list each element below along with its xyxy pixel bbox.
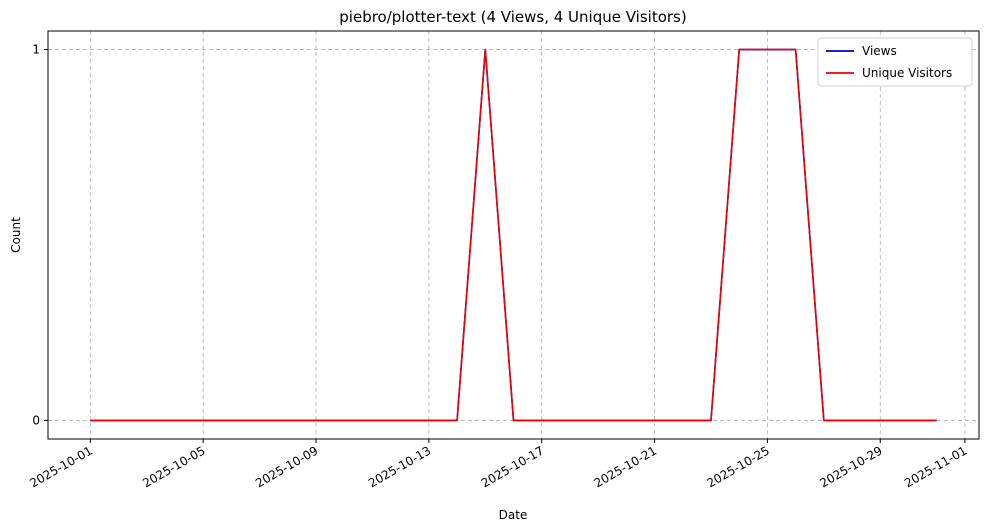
x-tick-label: 2025-10-01 — [27, 443, 94, 490]
x-tick-label: 2025-10-05 — [140, 443, 207, 490]
y-axis: 01 — [32, 43, 48, 427]
x-tick-label: 2025-10-25 — [705, 443, 772, 490]
y-axis-label: Count — [9, 217, 23, 253]
grid — [48, 31, 979, 439]
legend-label: Unique Visitors — [862, 66, 952, 80]
x-tick-label: 2025-10-13 — [366, 443, 433, 490]
legend: Views Unique Visitors — [817, 37, 973, 87]
x-axis-label: Date — [499, 508, 528, 522]
x-tick-label: 2025-10-21 — [592, 443, 659, 490]
plot-frame — [47, 30, 980, 440]
x-tick-label: 2025-11-01 — [902, 443, 969, 490]
series-lines — [90, 48, 937, 422]
x-tick-label: 2025-10-09 — [253, 443, 320, 490]
x-tick-label: 2025-10-17 — [479, 443, 546, 490]
chart-title: piebro/plotter-text (4 Views, 4 Unique V… — [339, 8, 686, 26]
y-tick-label: 1 — [32, 43, 40, 57]
legend-label: Views — [862, 44, 897, 58]
y-tick-label: 0 — [32, 413, 40, 427]
x-tick-label: 2025-10-29 — [817, 443, 884, 490]
series-line-unique-visitors — [90, 48, 937, 422]
x-axis: 2025-10-01 2025-10-05 2025-10-09 2025-10-13… — [27, 439, 969, 490]
legend-box — [817, 37, 973, 87]
